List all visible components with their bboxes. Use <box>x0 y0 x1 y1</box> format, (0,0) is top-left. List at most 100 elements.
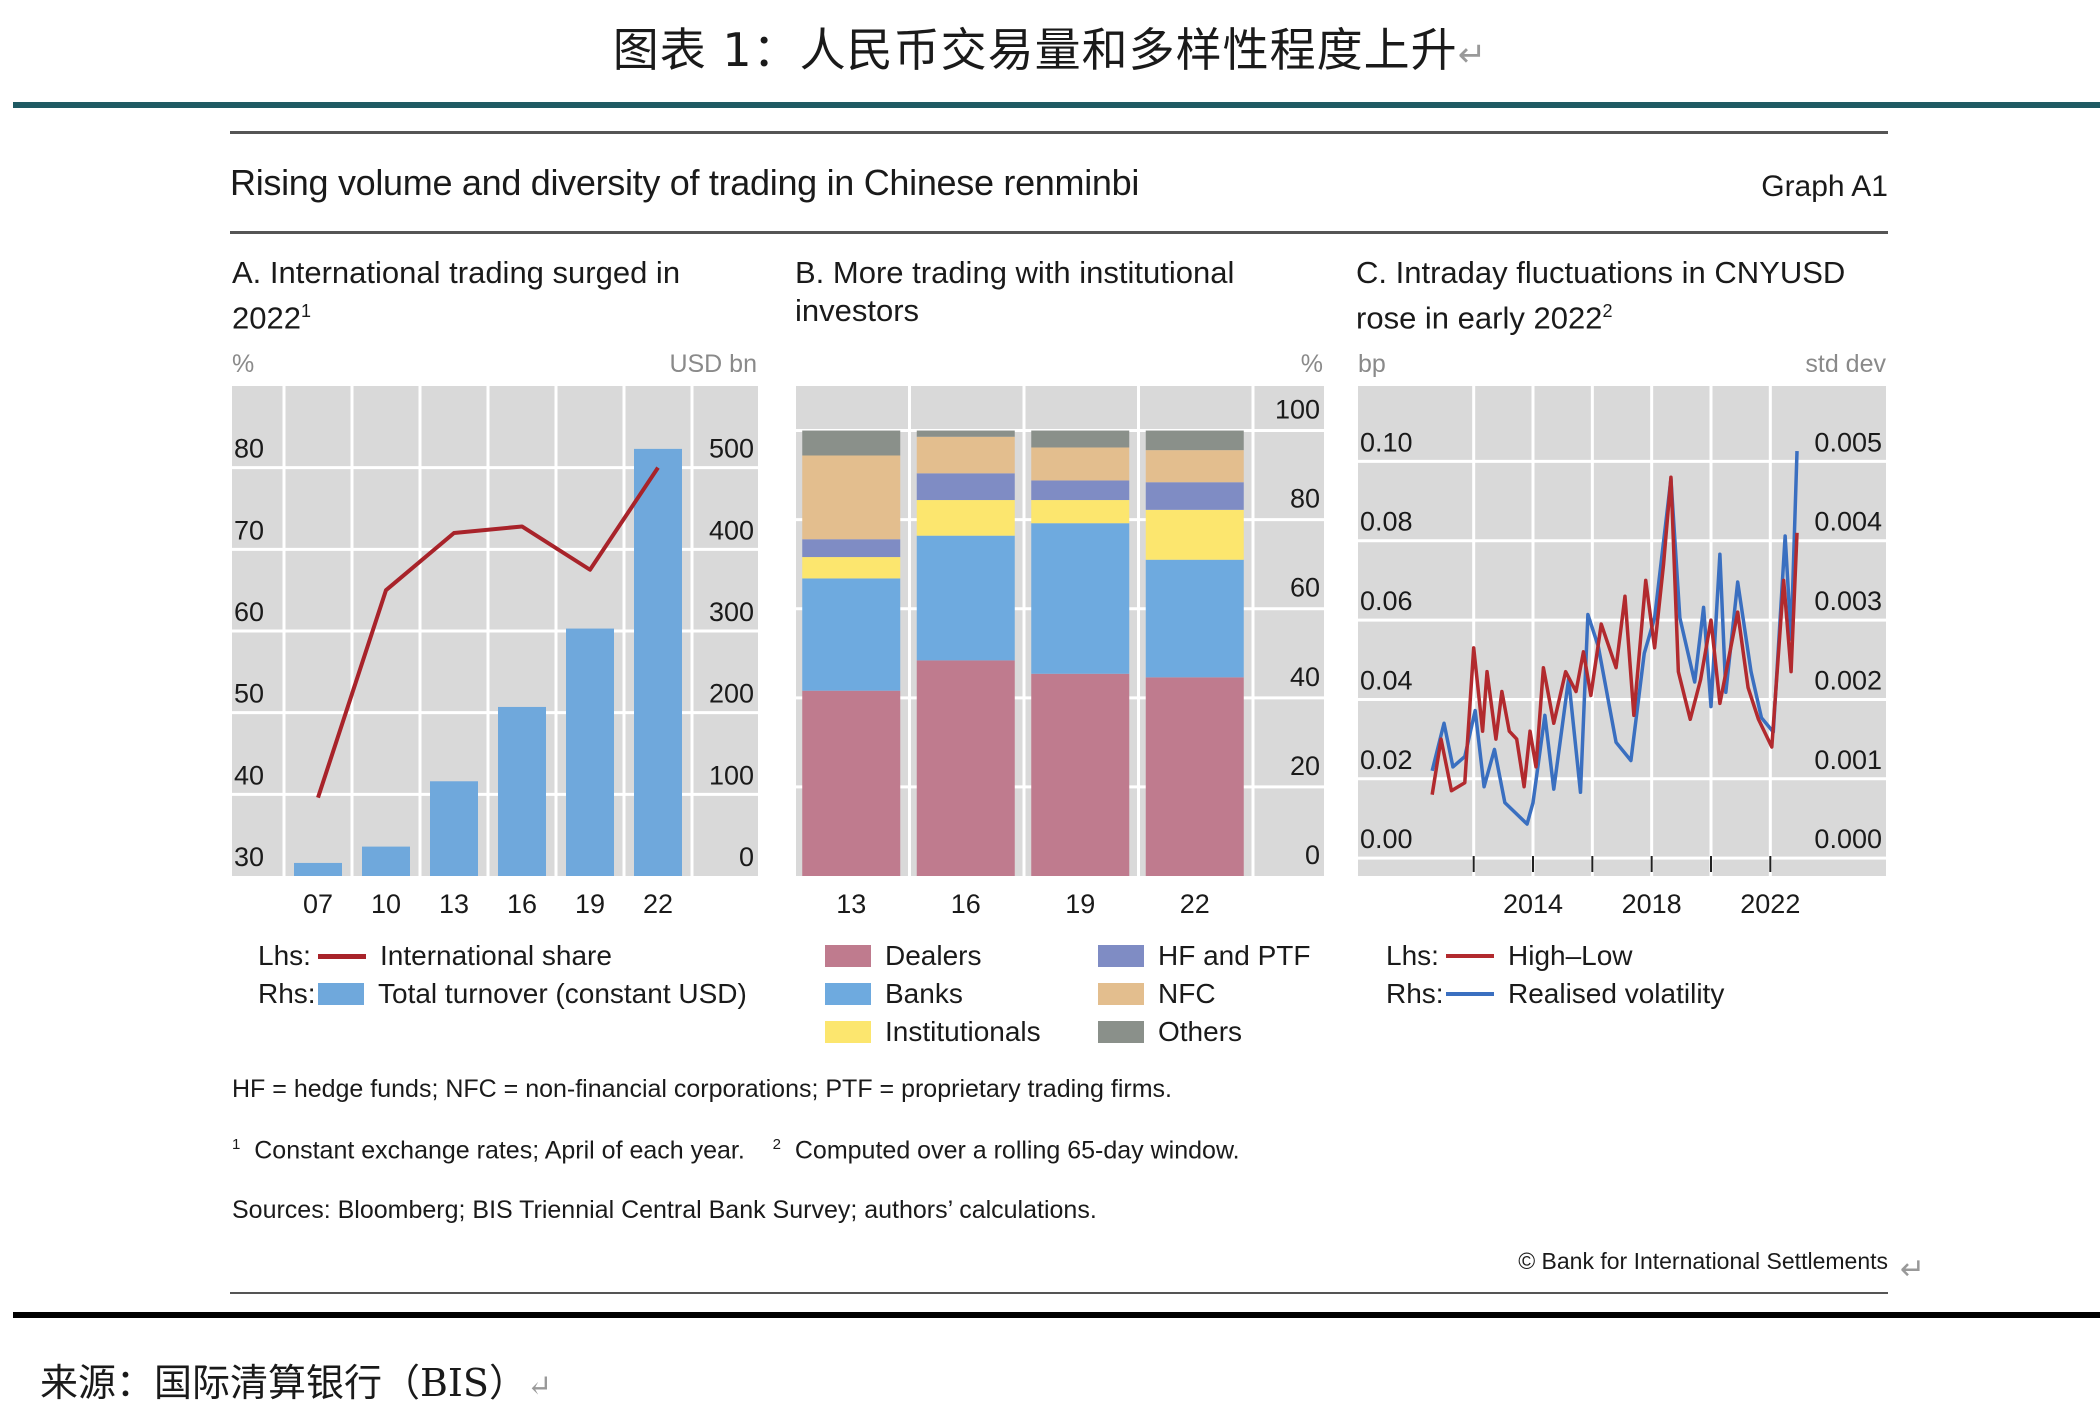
y-left-tick-label: 0.02 <box>1360 745 1413 775</box>
bar-total-turnover <box>634 449 682 876</box>
y-tick-label: 40 <box>1290 662 1320 692</box>
x-tick-label: 10 <box>371 889 401 919</box>
bar-segment-others <box>802 431 900 456</box>
y-right-tick-label: 0.004 <box>1814 507 1882 537</box>
panel-c-right-unit: std dev <box>1736 350 1886 379</box>
x-tick-label: 22 <box>1180 889 1210 919</box>
bar-total-turnover <box>566 629 614 876</box>
y-left-tick-label: 0.08 <box>1360 507 1413 537</box>
legend-item-others: Others <box>1098 1015 1345 1049</box>
return-mark-icon: ↵ <box>1900 1252 1925 1287</box>
panel-b-chart: 0 20 40 60 80 100 13 16 19 22 <box>796 386 1324 926</box>
legend-box-swatch <box>318 983 364 1005</box>
legend-item-hf-ptf: HF and PTF <box>1098 939 1345 973</box>
y-left-tick-label: 80 <box>234 434 264 464</box>
y-tick-label: 100 <box>1275 395 1320 425</box>
panel-b-legend: Dealers HF and PTF Banks NFC Institution… <box>825 939 1345 1049</box>
graph-top-rule <box>230 131 1888 134</box>
x-tick-label: 19 <box>575 889 605 919</box>
y-right-tick-label: 0.001 <box>1814 745 1882 775</box>
x-tick-label: 2014 <box>1503 889 1563 919</box>
graph-bottom-rule <box>230 1292 1888 1294</box>
y-tick-label: 0 <box>1305 840 1320 870</box>
x-tick-label: 16 <box>507 889 537 919</box>
return-mark-icon: ↵ <box>1458 35 1488 75</box>
y-tick-label: 20 <box>1290 751 1320 781</box>
panel-c-legend: Lhs:High–Low Rhs:Realised volatility <box>1386 939 1724 1011</box>
legend-box-swatch <box>1098 945 1144 967</box>
graph-id: Graph A1 <box>1761 170 1888 204</box>
document-figure-title: 图表 1：人民币交易量和多样性程度上升↵ <box>0 14 2100 80</box>
panel-a-title: A. International trading surged in 20221 <box>232 254 752 337</box>
bar-total-turnover <box>498 707 546 876</box>
x-tick-label: 2022 <box>1740 889 1800 919</box>
panel-c-title: C. Intraday fluctuations in CNYUSD rose … <box>1356 254 1876 337</box>
y-left-tick-label: 0.06 <box>1360 586 1413 616</box>
teal-divider <box>13 102 2100 108</box>
bar-total-turnover <box>294 863 342 876</box>
bar-segment-banks <box>1146 560 1244 678</box>
bar-segment-dealers <box>802 691 900 876</box>
y-left-tick-label: 0.10 <box>1360 427 1413 457</box>
x-tick-label: 13 <box>836 889 866 919</box>
legend-box-swatch <box>1098 983 1144 1005</box>
y-right-tick-label: 500 <box>709 434 754 464</box>
bar-segment-nfc <box>1146 450 1244 482</box>
y-left-tick-label: 50 <box>234 679 264 709</box>
legend-box-swatch <box>825 1021 871 1043</box>
x-tick-label: 07 <box>303 889 333 919</box>
y-left-tick-label: 0.04 <box>1360 665 1413 695</box>
x-tick-label: 16 <box>951 889 981 919</box>
footnotes: 1 Constant exchange rates; April of each… <box>232 1136 1240 1165</box>
panel-b-unit: % <box>1223 350 1323 379</box>
bar-segment-banks <box>917 536 1015 661</box>
panel-a-left-unit: % <box>232 350 254 379</box>
y-right-tick-label: 300 <box>709 597 754 627</box>
black-divider <box>13 1312 2100 1318</box>
bar-segment-banks <box>1031 523 1129 674</box>
legend-line-swatch <box>1446 954 1494 958</box>
y-right-tick-label: 0.002 <box>1814 665 1882 695</box>
copyright: © Bank for International Settlements <box>1518 1248 1888 1275</box>
panel-b-title: B. More trading with institutional inves… <box>795 254 1315 330</box>
bar-segment-others <box>1146 431 1244 451</box>
legend-item-international-share: Lhs:International share <box>258 939 747 973</box>
y-left-tick-label: 40 <box>234 760 264 790</box>
sources-note: Sources: Bloomberg; BIS Triennial Centra… <box>232 1196 1097 1225</box>
y-tick-label: 60 <box>1290 573 1320 603</box>
y-tick-label: 80 <box>1290 484 1320 514</box>
y-right-tick-label: 0 <box>739 842 754 872</box>
panel-a-right-unit: USD bn <box>632 350 757 379</box>
bar-total-turnover <box>430 781 478 876</box>
legend-item-total-turnover: Rhs:Total turnover (constant USD) <box>258 977 747 1011</box>
bar-segment-hf-and-ptf <box>1031 480 1129 500</box>
x-tick-label: 19 <box>1065 889 1095 919</box>
bar-segment-institutionals <box>802 557 900 578</box>
y-left-tick-label: 60 <box>234 597 264 627</box>
bar-segment-others <box>917 431 1015 437</box>
panel-a-legend: Lhs:International share Rhs:Total turnov… <box>258 939 747 1011</box>
bar-segment-hf-and-ptf <box>802 539 900 557</box>
y-left-tick-label: 70 <box>234 515 264 545</box>
legend-box-swatch <box>825 945 871 967</box>
bar-segment-institutionals <box>1146 510 1244 560</box>
legend-box-swatch <box>1098 1021 1144 1043</box>
y-left-tick-label: 30 <box>234 842 264 872</box>
bar-segment-dealers <box>1146 677 1244 876</box>
legend-item-realised-volatility: Rhs:Realised volatility <box>1386 977 1724 1011</box>
bar-segment-institutionals <box>1031 500 1129 523</box>
y-right-tick-label: 0.000 <box>1814 824 1882 854</box>
legend-item-institutionals: Institutionals <box>825 1015 1098 1049</box>
y-right-tick-label: 0.003 <box>1814 586 1882 616</box>
bar-segment-hf-and-ptf <box>917 473 1015 500</box>
bar-segment-institutionals <box>917 500 1015 536</box>
legend-item-nfc: NFC <box>1098 977 1345 1011</box>
graph-title-rule <box>230 231 1888 234</box>
bar-segment-others <box>1031 431 1129 448</box>
bar-segment-nfc <box>802 455 900 539</box>
x-tick-label: 2018 <box>1622 889 1682 919</box>
y-right-tick-label: 200 <box>709 679 754 709</box>
panel-c-left-unit: bp <box>1358 350 1386 379</box>
